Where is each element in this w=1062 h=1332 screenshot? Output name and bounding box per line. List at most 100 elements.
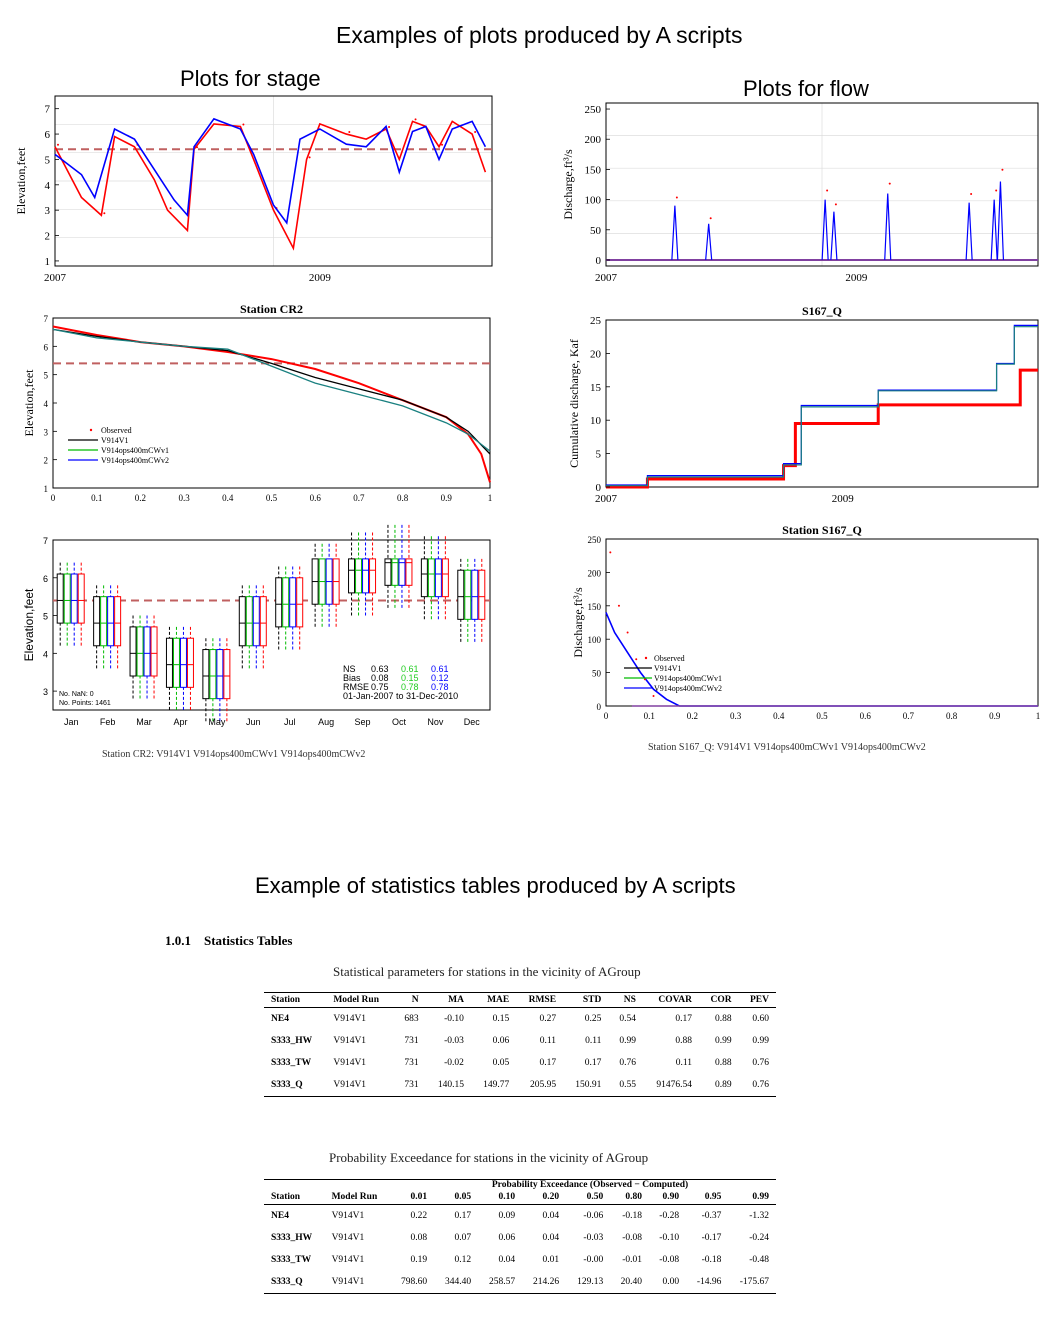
- stats-label: NS: [343, 664, 356, 674]
- stage-cdf-chart: Station CR2 1 2 3 4 5 6 7 Elevation,feet 0 0.1 0.2 0…: [22, 302, 492, 503]
- x-tick-label: Apr: [173, 717, 187, 727]
- stats-period: 01-Jan-2007 to 31-Dec-2010: [343, 691, 458, 701]
- table-cell: 0.17: [675, 1014, 692, 1024]
- table-cell: -0.10: [659, 1233, 680, 1243]
- y-tick-label: 150: [585, 164, 602, 176]
- observed-point: [995, 189, 998, 192]
- x-tick-label: 0.9: [989, 711, 1001, 721]
- box: [165, 637, 173, 688]
- stats-value: 0.08: [371, 673, 389, 683]
- column-header: COR: [710, 995, 732, 1005]
- flow-spike: [830, 211, 838, 261]
- table-cell: 0.17: [539, 1058, 557, 1068]
- table-cell: 140.15: [437, 1080, 464, 1090]
- y-tick-label: 250: [585, 104, 602, 116]
- flow-cdf-chart: Station S167_Q 0 50 100 150 200 250 Discharge,f…: [571, 523, 1040, 721]
- box: [427, 558, 435, 598]
- stats-caption: Statistical parameters for stations in t…: [333, 964, 641, 979]
- box: [275, 577, 283, 628]
- table-cell: 731: [404, 1036, 419, 1046]
- box: [471, 569, 479, 620]
- box: [348, 558, 356, 594]
- table-cell: -0.18: [622, 1211, 643, 1221]
- box: [282, 577, 290, 628]
- y-tick-label: 250: [588, 535, 602, 545]
- table-row: S333_TW V914V1 0.19 0.12 0.04 0.01 -0.00 -0.01 -…: [264, 1249, 776, 1271]
- legend-entry: Observed: [654, 654, 685, 663]
- series-line-teal: [606, 326, 1038, 487]
- y-tick-label: 200: [585, 134, 602, 146]
- column-header: MA: [448, 995, 464, 1005]
- box: [129, 626, 137, 677]
- prob-group-header: Probability Exceedance (Observed − Compu…: [491, 1180, 689, 1190]
- legend-entry: V914V1: [654, 664, 682, 673]
- table-row: S333_Q V914V1 798.60 344.40 258.57 214.26 129.…: [264, 1271, 776, 1293]
- table-cell: -0.08: [622, 1233, 643, 1243]
- box: [355, 558, 363, 594]
- point-count: No. Points: 1461: [59, 700, 111, 707]
- table-cell: -175.67: [739, 1277, 769, 1287]
- x-tick-label: 0.7: [353, 493, 365, 503]
- box: [464, 569, 472, 620]
- y-tick-label: 3: [45, 205, 51, 217]
- column-header: 0.50: [586, 1192, 604, 1202]
- x-tick-label: 0.4: [222, 493, 234, 503]
- table-cell: -0.02: [444, 1058, 464, 1068]
- box: [391, 558, 399, 586]
- y-tick-label: 1: [45, 256, 51, 268]
- y-tick-label: 200: [588, 568, 602, 578]
- tables-title: Example of statistics tables produced by…: [255, 873, 736, 898]
- y-tick-label: 6: [44, 342, 49, 352]
- table-cell: NE4: [271, 1014, 289, 1024]
- observed-point: [888, 182, 891, 185]
- box: [209, 649, 217, 700]
- table-cell: -0.03: [444, 1036, 464, 1046]
- table-cell: -0.00: [583, 1255, 604, 1265]
- stats-label: RMSE: [343, 682, 369, 692]
- flow-spike: [705, 223, 713, 261]
- plot-frame: [52, 539, 491, 711]
- flow-spike: [884, 193, 892, 260]
- flow-cdf-caption: Station S167_Q: V914V1 V914ops400mCWv1 V…: [648, 742, 926, 753]
- table-row: NE4 V914V1 683 -0.10 0.15 0.27 0.25 0.54 0.17 0.8…: [264, 1008, 776, 1031]
- column-header: NS: [623, 995, 636, 1005]
- box: [252, 596, 260, 647]
- box: [114, 596, 122, 647]
- y-tick-label: 5: [44, 371, 49, 381]
- section-number: 1.0.1: [165, 933, 191, 948]
- x-tick-label: Jan: [64, 717, 79, 727]
- y-tick-label: 6: [45, 129, 51, 141]
- box: [202, 649, 210, 700]
- table-cell: 0.60: [752, 1014, 769, 1024]
- x-tick-label: 2009: [309, 272, 332, 284]
- legend-entry: V914ops400mCWv1: [654, 674, 722, 683]
- box: [362, 558, 370, 594]
- table-cell: 258.57: [489, 1277, 516, 1287]
- column-header: MAE: [487, 995, 510, 1005]
- table-cell: 214.26: [533, 1277, 560, 1287]
- y-tick-label: 50: [592, 669, 602, 679]
- observed-point: [609, 551, 612, 554]
- stage-plots-title: Plots for stage: [180, 66, 321, 91]
- observed-point: [970, 193, 973, 196]
- stage-box-caption: Station CR2: V914V1 V914ops400mCWv1 V914…: [102, 749, 366, 760]
- table-cell: -0.01: [622, 1255, 643, 1265]
- box: [420, 558, 428, 598]
- observed-point: [196, 146, 199, 149]
- x-tick-label: 0.8: [946, 711, 958, 721]
- y-tick-label: 5: [596, 449, 602, 461]
- table-cell: -0.17: [701, 1233, 722, 1243]
- x-tick-label: 0.6: [860, 711, 872, 721]
- observed-point: [103, 212, 106, 215]
- box: [63, 573, 71, 624]
- table-cell: 0.76: [752, 1080, 769, 1090]
- table-cell: 0.06: [498, 1233, 516, 1243]
- x-tick-label: May: [208, 717, 226, 727]
- prob-table: Station Model Run 0.01 0.05 0.10 0.20 0.50 0.80…: [264, 1190, 776, 1293]
- table-cell: 0.76: [619, 1058, 636, 1068]
- observed-point: [57, 143, 59, 146]
- y-axis-label: Elevation,feet: [14, 147, 28, 215]
- box: [238, 596, 246, 647]
- table-cell: 0.17: [584, 1058, 602, 1068]
- table-cell: -0.10: [444, 1014, 464, 1024]
